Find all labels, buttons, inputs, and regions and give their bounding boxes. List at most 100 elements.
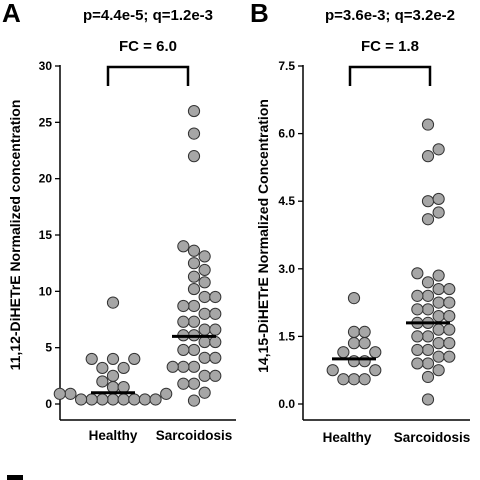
panel-a-data-point — [74, 393, 88, 406]
panel-a-data-point — [177, 377, 190, 390]
panel-b-data-point — [421, 195, 435, 208]
panel-a-significance-bracket — [106, 65, 190, 86]
panel-b-stats: p=3.6e-3; q=3.2e-2 — [325, 7, 455, 24]
panel-a-y-tick-label: 10 — [39, 284, 53, 298]
panel-a-data-point — [187, 244, 201, 257]
panel-a-data-point — [85, 352, 98, 366]
panel-b-y-axis-label: 14,15-DiHETrE Normalized Concentration — [255, 99, 271, 373]
panel-a-data-point — [198, 335, 211, 349]
panel-a-data-point — [106, 352, 120, 366]
panel-b-data-point — [421, 393, 435, 406]
panel-a-data-point — [64, 387, 77, 400]
panel-a-stats: p=4.4e-5; q=1.2e-3 — [83, 7, 213, 24]
panel-b-data-point — [337, 373, 350, 386]
panel-a-data-point — [209, 369, 222, 382]
panel-a-data-point — [187, 360, 201, 373]
panel-a-data-point — [177, 343, 190, 357]
panel-a-data-point — [177, 240, 190, 253]
panel-b-data-point — [326, 364, 339, 377]
panel-a-data-point — [209, 323, 222, 336]
panel-b-data-point — [358, 373, 371, 386]
panel-b-data-point — [358, 355, 371, 368]
panel-a-data-point — [198, 263, 211, 277]
panel-b-data-point — [432, 296, 445, 309]
panel-b-data-point — [421, 118, 435, 131]
panel-b-data-point — [358, 325, 371, 338]
panel-a-data-point — [96, 393, 109, 406]
panel-a-data-point — [187, 343, 201, 357]
panel-b-data-point — [432, 323, 445, 336]
panel-a-data-point — [117, 393, 130, 406]
panel-b-data-point — [421, 303, 435, 316]
panel-b-data-point — [411, 343, 424, 357]
panel-b-data-point — [443, 350, 456, 363]
panel-a-fold-change: FC = 6.0 — [119, 38, 177, 55]
panel-b-category-sarcoidosis: Sarcoidosis — [394, 430, 471, 445]
panel-a-y-tick-label: 25 — [39, 115, 53, 129]
panel-b-y-tick-label: 3.0 — [278, 262, 295, 276]
panel-a-data-point — [117, 381, 130, 394]
panel-a-data-point — [187, 270, 201, 283]
panel-b-data-point — [411, 357, 424, 370]
panel-b-data-point — [337, 346, 350, 359]
panel-b-data-point — [411, 267, 424, 280]
panel-a-data-point — [198, 276, 211, 289]
panel-a-data-point — [96, 361, 109, 375]
panel-a-data-point — [138, 393, 152, 406]
panel-b-data-point — [347, 291, 361, 305]
panel-a-data-point — [53, 387, 66, 400]
panel-b-data-point — [347, 337, 361, 350]
panel-b-data-point — [432, 282, 445, 296]
panel-a-data-point — [166, 360, 179, 373]
panel-a-data-point — [209, 335, 222, 349]
panel-b-data-point — [443, 323, 456, 336]
panel-a-category-sarcoidosis: Sarcoidosis — [156, 428, 233, 443]
panel-a-data-point — [187, 104, 201, 118]
panel-a-y-tick-label: 0 — [45, 397, 52, 411]
panel-a-y-tick-label: 30 — [39, 59, 53, 73]
panel-a-data-point — [160, 387, 173, 400]
panel-a-data-point — [198, 250, 211, 263]
panel-b-letter: B — [250, 0, 269, 28]
panel-a-data-point — [117, 361, 130, 375]
panel-b-y-tick-label: 0.0 — [278, 397, 295, 411]
panel-a-data-point — [106, 369, 120, 382]
panel-b-data-point — [421, 343, 435, 357]
panel-a-data-point — [198, 307, 211, 320]
panel-a-data-point — [187, 150, 201, 163]
panel-b-y-tick-label: 6.0 — [278, 127, 295, 141]
panel-b-y-tick-label: 7.5 — [278, 59, 295, 73]
panel-a-data-point — [198, 386, 211, 399]
panel-a-data-point — [177, 299, 190, 313]
panel-b-data-point — [421, 370, 435, 384]
panel-a-data-point — [149, 393, 162, 406]
panel-a-data-point — [209, 351, 222, 364]
panel-b-data-point — [443, 296, 456, 309]
panel-a-data-point — [106, 393, 120, 406]
panel-a-data-point — [187, 257, 201, 270]
panel-a-data-point — [187, 127, 201, 140]
panel-a-data-point — [198, 351, 211, 364]
panel-b-data-point — [411, 330, 424, 343]
panel-a-data-point — [187, 394, 201, 407]
panel-a-y-tick-label: 20 — [39, 172, 53, 186]
panel-b-data-point — [347, 355, 361, 368]
panel-a-letter: A — [2, 0, 21, 28]
panel-a-data-point — [209, 290, 222, 304]
panel-a-y-tick-label: 5 — [45, 341, 52, 355]
panel-a-data-point — [177, 360, 190, 373]
panel-b-data-point — [421, 357, 435, 370]
panel-a-y-axis-label: 11,12-DiHETrE Normalized concentration — [7, 100, 23, 371]
panel-a-data-point — [177, 315, 190, 328]
panel-b-data-point — [443, 310, 456, 323]
panel-b-significance-bracket — [348, 65, 432, 86]
panel-b-data-point — [432, 310, 445, 323]
panel-b-data-point — [443, 337, 456, 350]
panel-a-y-tick-label: 15 — [39, 228, 53, 242]
panel-a-data-point — [96, 375, 109, 388]
panel-b-data-point — [411, 303, 424, 316]
panel-c-letter-fragment — [7, 475, 23, 480]
panel-b-data-point — [432, 350, 445, 363]
panel-b-data-point — [369, 364, 382, 377]
panel-b-data-point — [421, 330, 435, 343]
